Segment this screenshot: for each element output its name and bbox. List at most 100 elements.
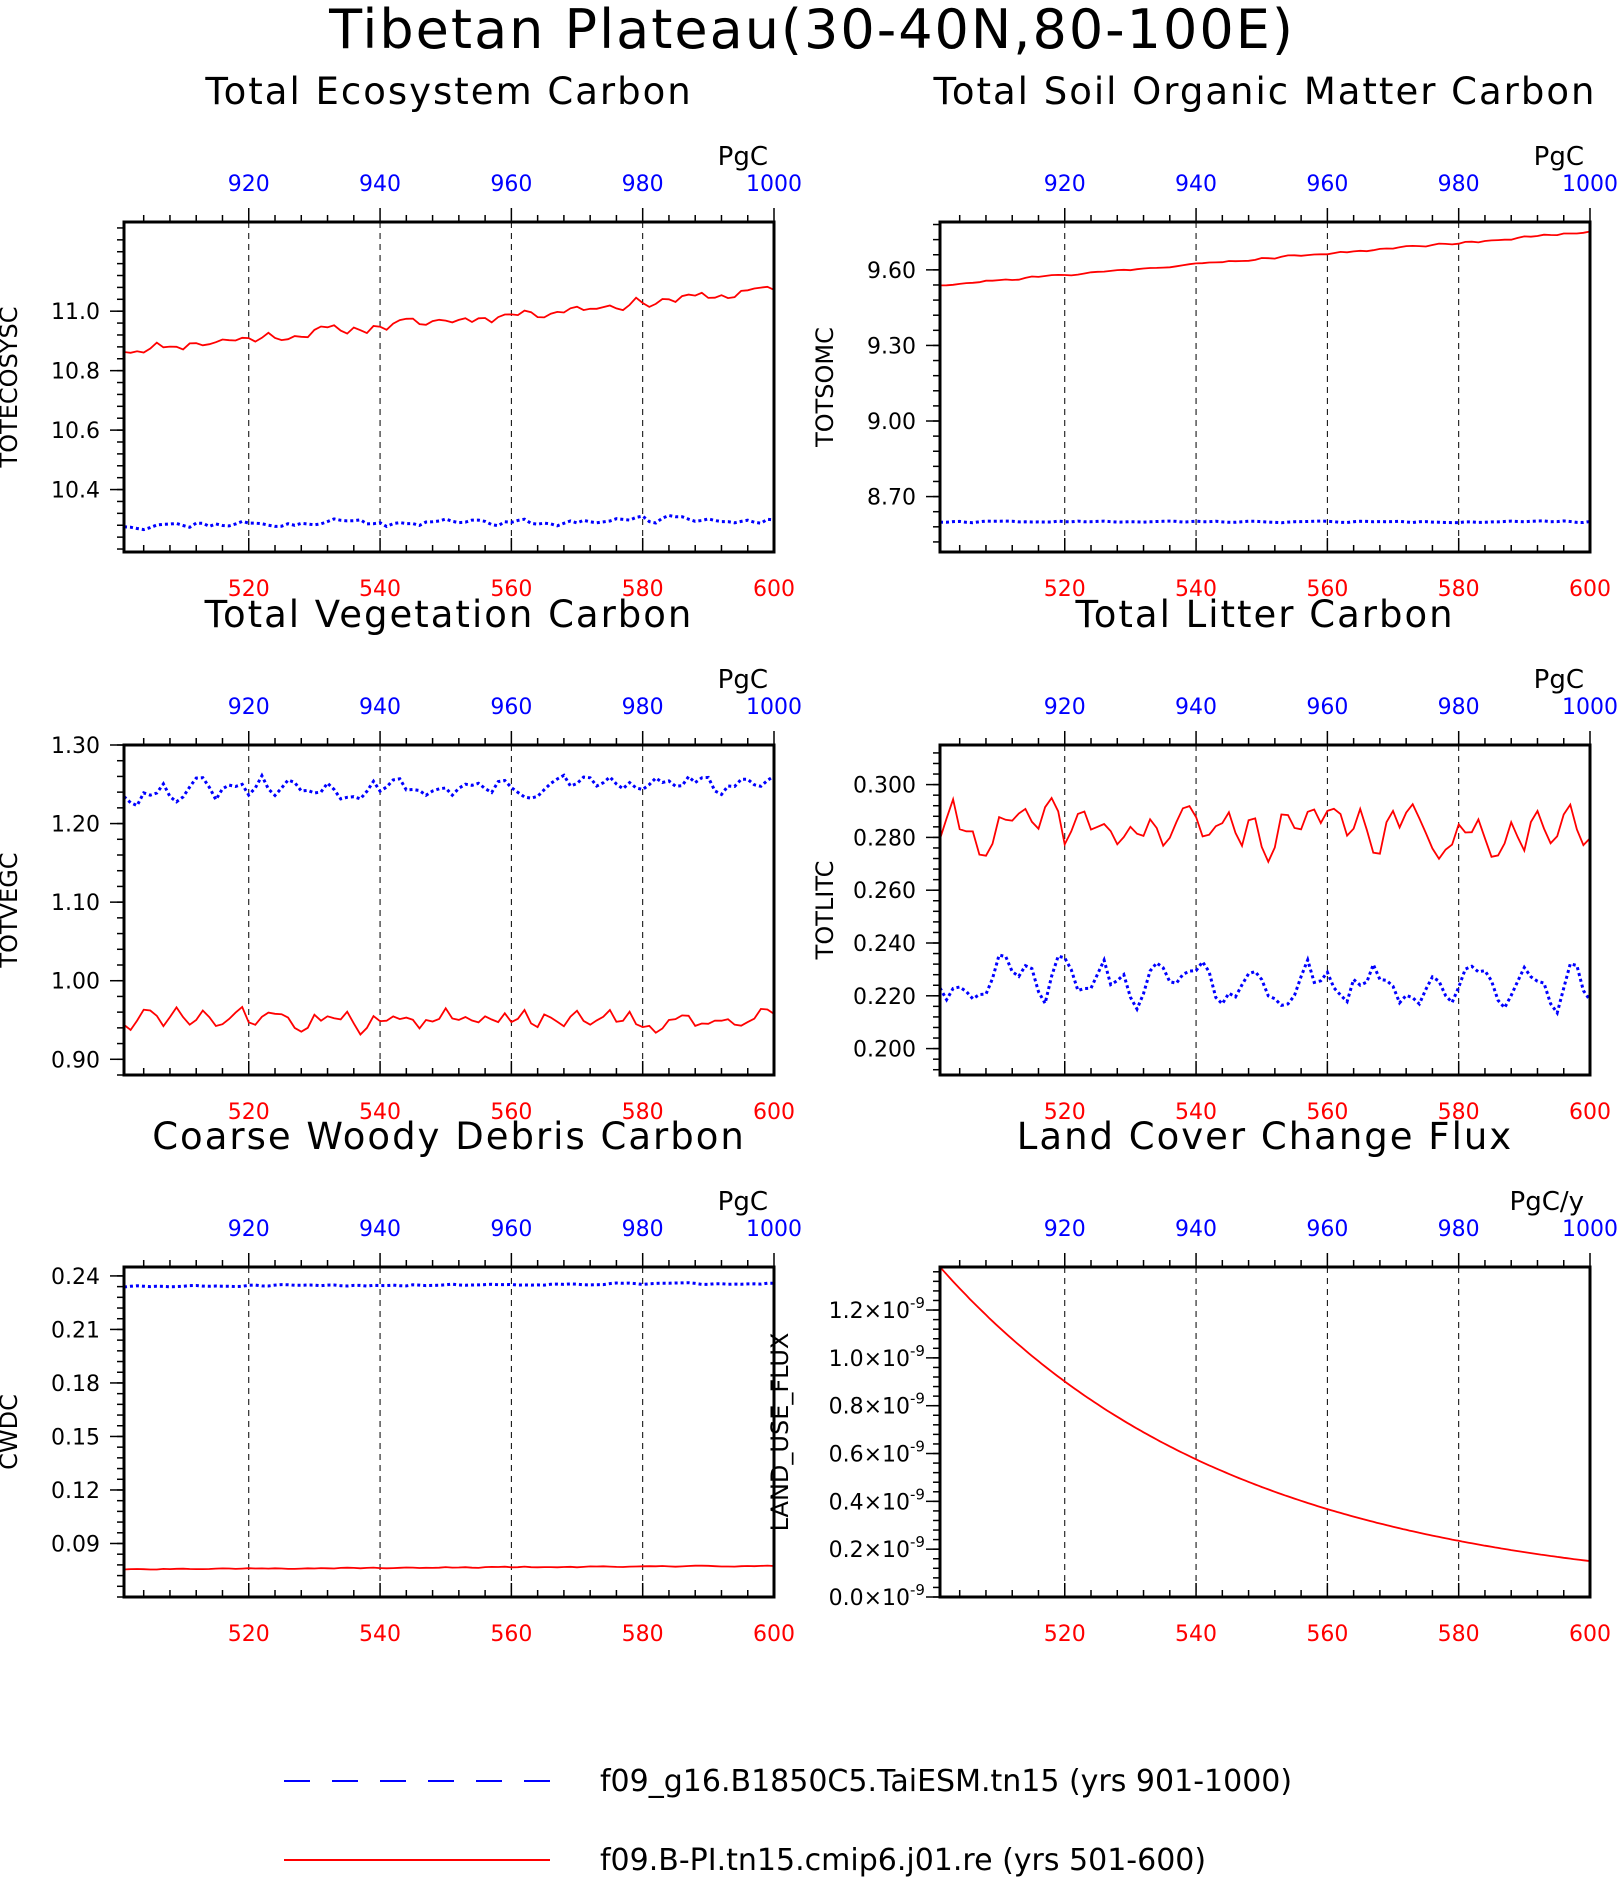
x-tick-label: 580 bbox=[622, 577, 664, 602]
x2-tick-label: 920 bbox=[228, 172, 270, 197]
y-tick-label: 0.12 bbox=[51, 1479, 100, 1504]
y-tick-label: 9.00 bbox=[867, 410, 916, 435]
y-tick-label: 10.4 bbox=[51, 479, 100, 504]
panel-title: Total Litter Carbon bbox=[1074, 593, 1454, 636]
y-tick-exponent: -9 bbox=[910, 1342, 925, 1360]
plot-frame bbox=[938, 220, 1592, 554]
y-tick-exponent: -9 bbox=[910, 1438, 925, 1456]
x2-tick-label: 940 bbox=[359, 1217, 401, 1242]
y-axis-label: LAND_USE_FLUX bbox=[766, 1333, 794, 1532]
x2-tick-label: 920 bbox=[228, 695, 270, 720]
series-line bbox=[123, 1005, 775, 1036]
main-title: Tibetan Plateau(30-40N,80-100E) bbox=[328, 0, 1295, 61]
y-tick-label: 0.260 bbox=[853, 879, 916, 904]
series-line bbox=[939, 1266, 1591, 1562]
panel-title: Coarse Woody Debris Carbon bbox=[152, 1115, 746, 1158]
y-tick-exponent: -9 bbox=[910, 1485, 925, 1503]
panel-title: Total Ecosystem Carbon bbox=[204, 70, 692, 113]
x-tick-label: 580 bbox=[622, 1100, 664, 1125]
x2-tick-label: 960 bbox=[1306, 695, 1348, 720]
y-tick-label: 1.30 bbox=[51, 734, 100, 759]
x-tick-label: 560 bbox=[1306, 1100, 1348, 1125]
x2-tick-label: 1000 bbox=[1562, 1217, 1618, 1242]
y-axis-label: TOTSOMC bbox=[811, 327, 839, 448]
y-tick-exponent: -9 bbox=[910, 1581, 925, 1599]
chart-panel: Total Soil Organic Matter Carbon PgC 520 54… bbox=[811, 70, 1618, 602]
y-axis-label: TOTLITC bbox=[811, 861, 839, 961]
x-tick-label: 540 bbox=[1175, 577, 1217, 602]
y-tick-label: 0.21 bbox=[51, 1318, 100, 1343]
x-tick-label: 520 bbox=[1044, 1100, 1086, 1125]
x-tick-label: 560 bbox=[490, 1100, 532, 1125]
x2-tick-label: 940 bbox=[359, 172, 401, 197]
x-tick-label: 600 bbox=[753, 577, 795, 602]
x-tick-label: 540 bbox=[1175, 1100, 1217, 1125]
legend: f09_g16.B1850C5.TaiESM.tn15 (yrs 901-100… bbox=[284, 1764, 1292, 1878]
y-tick-exponent: -9 bbox=[910, 1294, 925, 1312]
x-tick-label: 600 bbox=[1569, 1100, 1611, 1125]
x2-tick-label: 980 bbox=[1438, 695, 1480, 720]
y-tick-label: 0.18 bbox=[51, 1372, 100, 1397]
chart-panel: Land Cover Change Flux PgC/y 520 540 560 580 6… bbox=[766, 1115, 1618, 1647]
y-tick-label: 11.0 bbox=[51, 300, 100, 325]
x-tick-label: 600 bbox=[1569, 1622, 1611, 1647]
y-tick-label: 0.15 bbox=[51, 1425, 100, 1450]
y-tick-label: 0.0×10 bbox=[829, 1586, 910, 1611]
y-tick-label: 1.2×10 bbox=[829, 1299, 910, 1324]
legend-label: f09_g16.B1850C5.TaiESM.tn15 (yrs 901-100… bbox=[600, 1764, 1292, 1799]
x2-tick-label: 920 bbox=[1044, 172, 1086, 197]
y-axis-label: TOTVEGC bbox=[0, 852, 23, 968]
x-tick-label: 520 bbox=[1044, 1622, 1086, 1647]
y-tick-label: 1.00 bbox=[51, 970, 100, 995]
legend-label: f09.B-PI.tn15.cmip6.j01.re (yrs 501-600) bbox=[600, 1843, 1206, 1878]
panels: Total Ecosystem Carbon PgC 520 540 560 580 600… bbox=[0, 70, 1618, 1647]
y-axis-label: CWDC bbox=[0, 1394, 23, 1470]
y-tick-label: 10.6 bbox=[51, 419, 100, 444]
x2-tick-label: 960 bbox=[490, 1217, 532, 1242]
series-line bbox=[939, 230, 1591, 287]
x-tick-label: 540 bbox=[359, 1100, 401, 1125]
plot-frame bbox=[122, 743, 776, 1077]
x2-tick-label: 1000 bbox=[1562, 172, 1618, 197]
chart-panel: Total Litter Carbon PgC 520 540 560 580 600 920… bbox=[811, 593, 1618, 1125]
x2-tick-label: 1000 bbox=[1562, 695, 1618, 720]
y-tick-label: 0.280 bbox=[853, 826, 916, 851]
plot-frame bbox=[122, 220, 776, 554]
series-line bbox=[939, 795, 1591, 865]
unit-label: PgC bbox=[718, 665, 768, 695]
x2-tick-label: 980 bbox=[622, 172, 664, 197]
x-tick-label: 580 bbox=[1438, 577, 1480, 602]
y-tick-label: 0.09 bbox=[51, 1532, 100, 1557]
plot-frame bbox=[938, 743, 1592, 1077]
x-tick-label: 580 bbox=[622, 1622, 664, 1647]
y-tick-label: 0.220 bbox=[853, 985, 916, 1010]
y-tick-label: 0.8×10 bbox=[829, 1395, 910, 1420]
y-tick-label: 0.90 bbox=[51, 1048, 100, 1073]
series-line bbox=[123, 285, 775, 354]
y-tick-label: 0.200 bbox=[853, 1038, 916, 1063]
series-line bbox=[123, 1281, 774, 1289]
x-tick-label: 540 bbox=[359, 1622, 401, 1647]
y-tick-label: 0.6×10 bbox=[829, 1443, 910, 1468]
unit-label: PgC bbox=[718, 1187, 768, 1217]
series-line bbox=[939, 519, 1591, 525]
x2-tick-label: 940 bbox=[1175, 172, 1217, 197]
x2-tick-label: 1000 bbox=[746, 172, 802, 197]
series-line bbox=[123, 1564, 775, 1571]
panel-title: Land Cover Change Flux bbox=[1017, 1115, 1513, 1158]
y-tick-label: 8.70 bbox=[867, 486, 916, 511]
x-tick-label: 560 bbox=[1306, 577, 1348, 602]
x2-tick-label: 980 bbox=[1438, 172, 1480, 197]
x2-tick-label: 920 bbox=[1044, 695, 1086, 720]
y-tick-label: 1.20 bbox=[51, 813, 100, 838]
x2-tick-label: 920 bbox=[1044, 1217, 1086, 1242]
x2-tick-label: 940 bbox=[1175, 1217, 1217, 1242]
plot-frame bbox=[122, 1265, 776, 1599]
x2-tick-label: 960 bbox=[490, 172, 532, 197]
y-tick-exponent: -9 bbox=[910, 1390, 925, 1408]
x-tick-label: 520 bbox=[228, 1622, 270, 1647]
x-tick-label: 600 bbox=[1569, 577, 1611, 602]
x2-tick-label: 960 bbox=[490, 695, 532, 720]
x-tick-label: 580 bbox=[1438, 1622, 1480, 1647]
